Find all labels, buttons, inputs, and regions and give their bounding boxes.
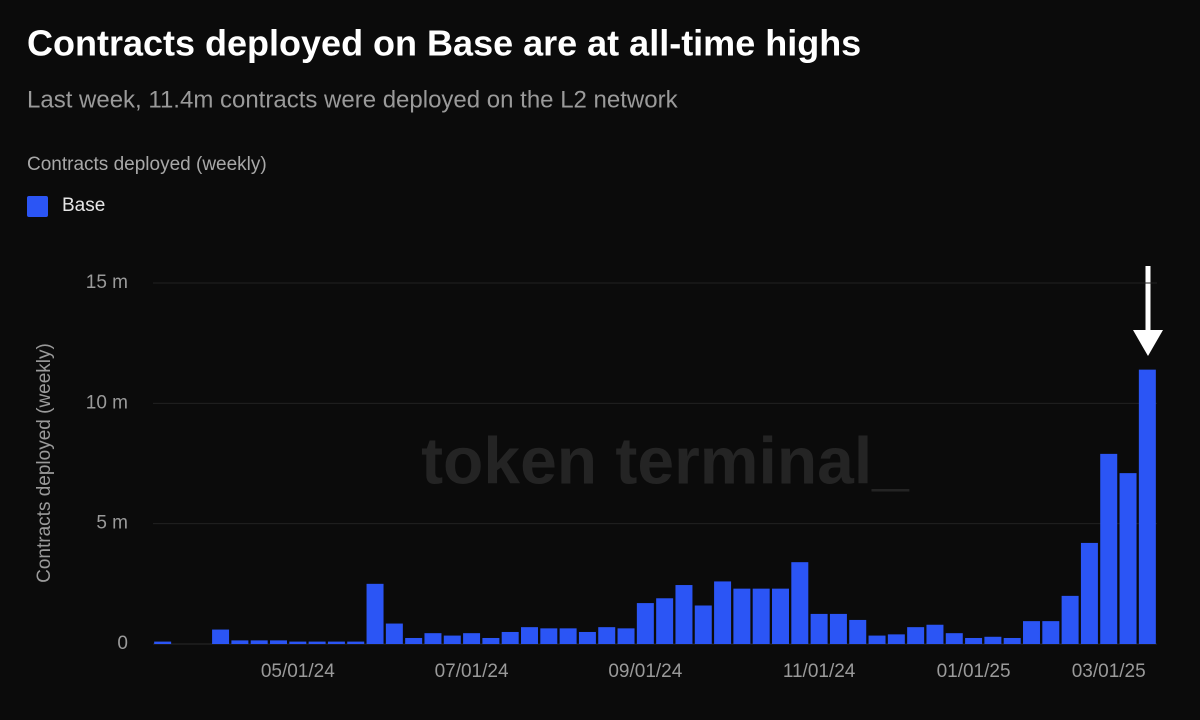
bar	[1138, 369, 1156, 644]
bar	[752, 588, 770, 644]
bar	[443, 635, 461, 644]
bar	[984, 636, 1002, 644]
bar	[1061, 595, 1079, 644]
arrow-head	[1133, 330, 1163, 356]
watermark: token terminal_	[421, 423, 910, 497]
bar	[733, 588, 751, 644]
y-tick-label: 15 m	[86, 272, 128, 293]
bar	[1003, 637, 1021, 644]
bar	[347, 641, 365, 644]
bar	[656, 598, 674, 644]
bar	[791, 562, 809, 644]
bar	[270, 640, 287, 644]
y-tick-label: 5 m	[96, 513, 128, 534]
x-tick-label: 03/01/25	[1072, 661, 1146, 682]
bar	[1042, 621, 1060, 644]
x-tick-label: 05/01/24	[261, 661, 335, 682]
chart-subtitle: Last week, 11.4m contracts were deployed…	[27, 86, 679, 113]
bar	[1023, 621, 1040, 644]
bar	[617, 628, 635, 644]
bar	[1080, 542, 1098, 644]
legend-swatch	[27, 196, 48, 217]
bar	[772, 588, 789, 644]
bar	[1119, 473, 1137, 644]
bar	[675, 585, 693, 644]
bar	[424, 633, 442, 644]
bar	[405, 637, 423, 644]
annotation-arrow	[1133, 266, 1163, 356]
bar	[714, 581, 732, 644]
bar	[636, 603, 654, 644]
bar	[366, 583, 384, 644]
bar	[694, 605, 712, 644]
y-tick-label: 10 m	[86, 392, 128, 413]
bar	[231, 640, 249, 644]
bar	[501, 631, 519, 644]
y-axis-title: Contracts deployed (weekly)	[34, 343, 55, 583]
bar	[521, 627, 538, 644]
bar	[829, 613, 847, 644]
bar	[887, 634, 905, 644]
x-tick-label: 11/01/24	[783, 661, 856, 682]
legend-label: Base	[62, 195, 105, 216]
legend-title: Contracts deployed (weekly)	[27, 154, 267, 175]
bar	[308, 641, 326, 644]
bar	[1100, 453, 1118, 644]
bar	[385, 623, 403, 644]
bar	[327, 641, 345, 644]
bar	[212, 629, 230, 644]
x-tick-label: 07/01/24	[435, 661, 509, 682]
bar	[965, 637, 983, 644]
bar	[578, 631, 596, 644]
bar	[945, 633, 963, 644]
x-tick-label: 09/01/24	[608, 661, 682, 682]
bar	[926, 624, 944, 644]
bar	[810, 613, 828, 644]
y-tick-label: 0	[117, 633, 128, 654]
bar	[154, 641, 172, 644]
x-tick-label: 01/01/25	[937, 661, 1011, 682]
bar	[482, 637, 500, 644]
bar	[849, 619, 867, 644]
bar	[250, 640, 268, 644]
bar	[289, 641, 307, 644]
bar	[540, 628, 558, 644]
bar	[907, 627, 925, 644]
bar	[463, 633, 481, 644]
bar	[559, 628, 577, 644]
bar	[598, 627, 616, 644]
bar	[868, 635, 886, 644]
chart-title: Contracts deployed on Base are at all-ti…	[27, 23, 861, 64]
